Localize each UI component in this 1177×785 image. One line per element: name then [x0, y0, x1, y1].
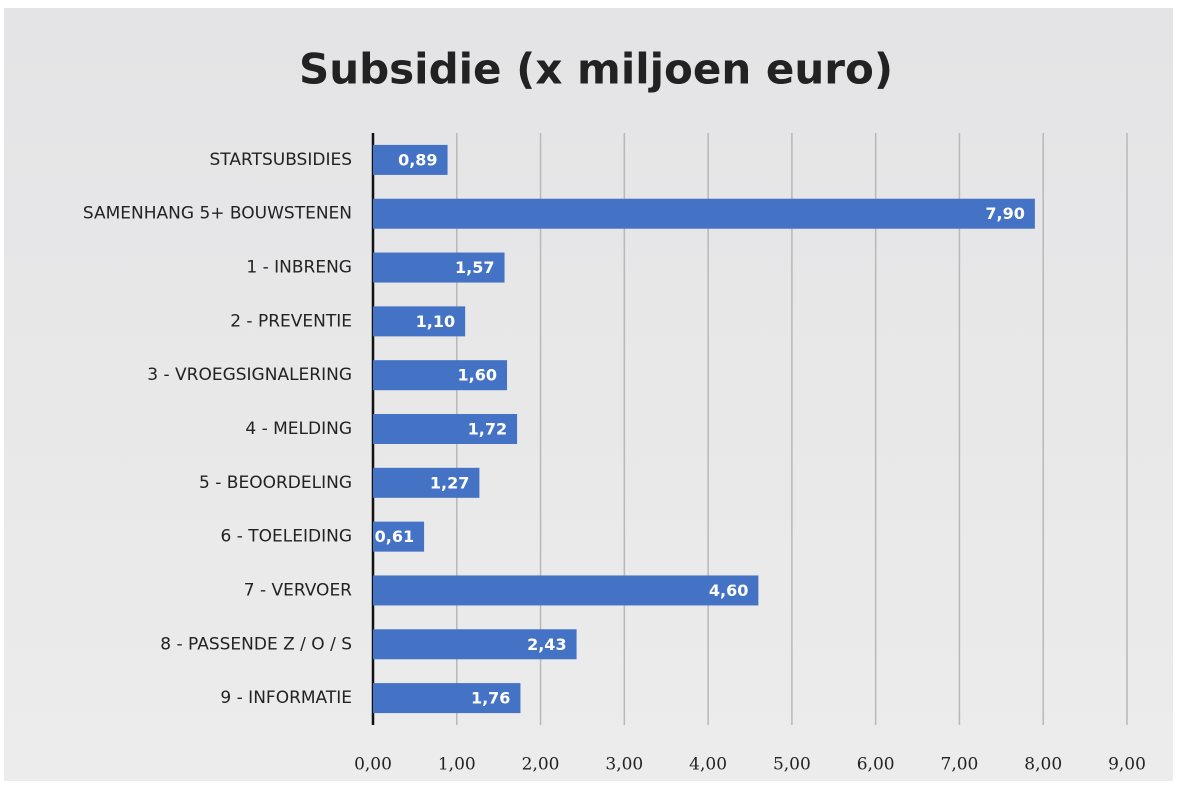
y-tick-label: 9 - INFORMATIE [220, 688, 352, 708]
x-tick-label: 2,00 [522, 755, 560, 775]
bar [373, 144, 448, 175]
bar [373, 521, 425, 552]
y-tick-label: 3 - VROEGSIGNALERING [147, 365, 352, 385]
x-tick-label: 9,00 [1108, 755, 1146, 775]
bar [373, 252, 505, 283]
data-label: 2,43 [527, 635, 566, 654]
y-tick-label: 8 - PASSENDE Z / O / S [160, 634, 352, 654]
background [4, 8, 1173, 781]
bar [373, 467, 480, 498]
y-tick-label: SAMENHANG 5+ BOUWSTENEN [83, 204, 352, 224]
data-label: 1,72 [468, 420, 507, 439]
bar [373, 683, 521, 714]
x-tick-label: 1,00 [438, 755, 476, 775]
y-tick-label: 1 - INBRENG [246, 258, 352, 278]
data-label: 0,89 [398, 150, 437, 169]
y-tick-label: 7 - VERVOER [244, 580, 352, 600]
bar [373, 575, 759, 606]
x-tick-label: 3,00 [605, 755, 643, 775]
y-tick-label: 4 - MELDING [245, 419, 352, 439]
bar [373, 306, 466, 337]
data-label: 7,90 [985, 204, 1024, 223]
bar [373, 629, 577, 660]
x-tick-label: 4,00 [689, 755, 727, 775]
x-tick-label: 0,00 [354, 755, 392, 775]
x-tick-label: 6,00 [857, 755, 895, 775]
bar [373, 360, 508, 391]
data-label: 1,60 [458, 366, 497, 385]
chart-title: Subsidie (x miljoen euro) [299, 45, 893, 94]
data-label: 4,60 [709, 581, 748, 600]
bar [373, 414, 518, 444]
bar [373, 198, 1035, 229]
data-label: 1,57 [455, 258, 494, 277]
x-tick-label: 8,00 [1024, 755, 1062, 775]
y-tick-label: 6 - TOELEIDING [221, 527, 352, 547]
data-label: 1,76 [471, 689, 510, 708]
data-label: 1,27 [430, 473, 469, 492]
x-tick-label: 5,00 [773, 755, 811, 775]
data-label: 1,10 [416, 312, 455, 331]
data-label: 0,61 [375, 527, 414, 546]
y-tick-label: 5 - BEOORDELING [199, 473, 352, 493]
y-tick-label: 2 - PREVENTIE [230, 311, 352, 331]
x-tick-label: 7,00 [941, 755, 979, 775]
y-tick-label: STARTSUBSIDIES [210, 150, 352, 170]
